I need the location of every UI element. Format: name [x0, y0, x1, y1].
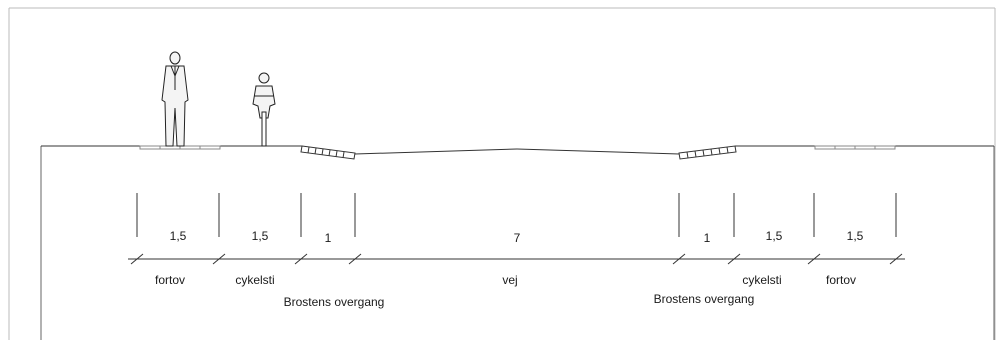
paving-left [300, 145, 356, 160]
road-surface-right [516, 148, 680, 155]
dim-cykelsti-left: 1,5 [252, 229, 269, 243]
dim-fortov-right: 1,5 [847, 229, 864, 243]
dimension-values: 1,5 1,5 1 7 1 1,5 1,5 [170, 229, 864, 245]
zone-labels: fortov cykelsti Brostens overgang vej Br… [155, 273, 856, 309]
label-cykelsti-right: cykelsti [742, 273, 781, 287]
label-cykelsti-left: cykelsti [235, 273, 274, 287]
label-brosten-right: Brostens overgang [654, 292, 755, 306]
ground-surface [41, 145, 994, 155]
slash-marks [130, 253, 903, 265]
label-brosten-left: Brostens overgang [284, 295, 385, 309]
section-outline [8, 7, 996, 340]
road-surface-left [354, 148, 518, 155]
pedestrian-icon [161, 51, 189, 147]
label-fortov-right: fortov [826, 273, 856, 287]
dim-fortov-left: 1,5 [170, 229, 187, 243]
dimension-line [128, 193, 905, 265]
dim-cykelsti-right: 1,5 [766, 229, 783, 243]
dim-brosten-left: 1 [325, 231, 332, 245]
label-fortov-left: fortov [155, 273, 185, 287]
dim-vej: 7 [514, 231, 521, 245]
paving-right [678, 145, 737, 160]
label-vej: vej [502, 273, 517, 287]
cyclist-icon [252, 72, 276, 147]
dim-brosten-right: 1 [704, 231, 711, 245]
